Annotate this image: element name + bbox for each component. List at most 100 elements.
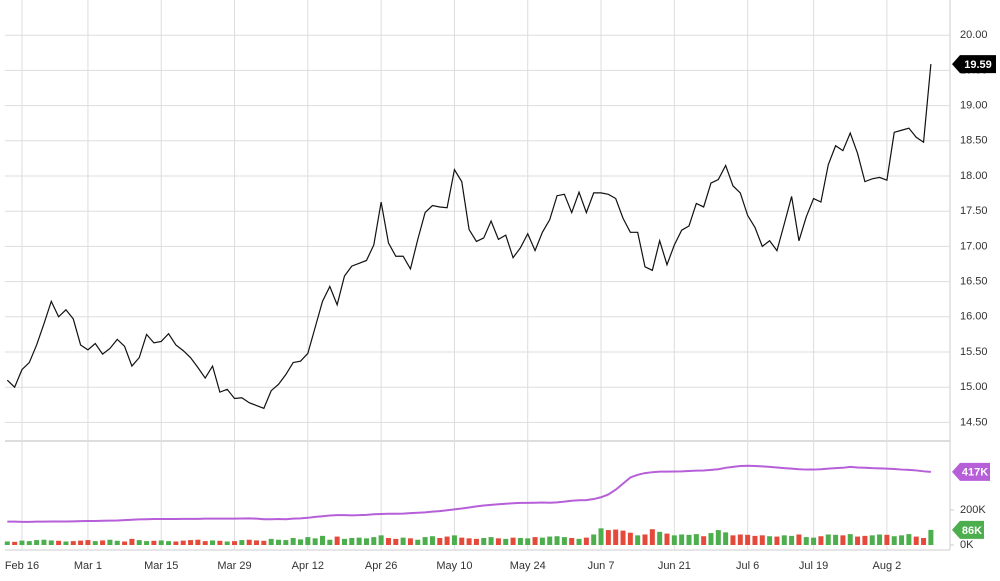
- volume-bar: [26, 541, 32, 545]
- volume-bar: [34, 540, 40, 545]
- volume-bar: [202, 541, 208, 545]
- volume-bar: [539, 537, 545, 545]
- volume-bar: [620, 530, 626, 545]
- y-tick-label: 16.00: [960, 311, 988, 323]
- volume-bar: [811, 537, 817, 545]
- volume-bar: [554, 536, 560, 545]
- volume-bar: [510, 537, 516, 545]
- y-tick-label: 15.50: [960, 346, 988, 358]
- value-tag-label: 417K: [962, 467, 988, 479]
- volume-bar: [283, 540, 289, 545]
- volume-bar: [906, 534, 912, 545]
- value-tag-label: 86K: [962, 525, 982, 537]
- y-tick-label: 17.00: [960, 240, 988, 252]
- volume-average-line: [7, 464, 931, 523]
- x-tick-label: Aug 2: [873, 560, 902, 572]
- volume-bar: [166, 541, 172, 545]
- value-tag: [952, 462, 990, 481]
- volume-bar: [407, 538, 413, 545]
- volume-bar: [334, 536, 340, 545]
- volume-bar: [671, 535, 677, 545]
- x-tick-label: Mar 1: [74, 560, 102, 572]
- volume-bar: [319, 535, 325, 545]
- volume-bar: [305, 537, 311, 545]
- volume-bar: [56, 540, 62, 545]
- volume-bar: [144, 541, 150, 545]
- x-tick-label: Jul 19: [799, 560, 828, 572]
- volume-bar: [400, 537, 406, 545]
- volume-bar: [4, 541, 10, 545]
- volume-bar: [752, 535, 758, 545]
- volume-bar: [210, 540, 216, 545]
- volume-bar: [268, 538, 274, 545]
- volume-bar: [136, 540, 142, 545]
- y-tick-label: 0K: [960, 539, 974, 551]
- volume-bar: [884, 534, 890, 545]
- volume-bar: [488, 537, 494, 545]
- volume-bar: [803, 537, 809, 545]
- y-tick-label: 14.50: [960, 416, 988, 428]
- volume-bar: [921, 537, 927, 545]
- volume-bar: [730, 535, 736, 545]
- volume-bar: [723, 532, 729, 545]
- volume-bar: [459, 537, 465, 545]
- volume-bar: [891, 536, 897, 545]
- volume-bar: [833, 534, 839, 545]
- volume-bar: [341, 538, 347, 545]
- y-tick-label: 16.50: [960, 276, 988, 288]
- volume-bar: [415, 539, 421, 545]
- y-tick-label: 20.00: [960, 29, 988, 41]
- volume-bar: [869, 535, 875, 545]
- volume-bar: [569, 537, 575, 545]
- volume-bar: [591, 534, 597, 545]
- volume-bar: [298, 539, 303, 545]
- volume-bar: [444, 536, 450, 545]
- volume-bar: [312, 538, 318, 545]
- volume-bar: [627, 532, 633, 545]
- volume-bar: [129, 538, 135, 545]
- volume-bar: [605, 530, 611, 545]
- volume-bar: [63, 541, 69, 545]
- volume-bar: [781, 535, 787, 545]
- value-tag-label: 19.59: [964, 59, 992, 71]
- volume-bar: [158, 540, 164, 545]
- volume-bar: [818, 536, 824, 545]
- x-tick-label: Jul 6: [736, 560, 759, 572]
- volume-bar: [393, 538, 399, 545]
- volume-bar: [840, 535, 846, 545]
- volume-bar: [41, 539, 47, 545]
- volume-bar: [195, 539, 201, 545]
- volume-bar: [686, 534, 692, 545]
- volume-bar: [767, 536, 773, 545]
- volume-bar: [481, 537, 487, 545]
- volume-bar: [525, 538, 531, 545]
- volume-bar: [635, 535, 641, 545]
- volume-bar: [715, 530, 721, 545]
- volume-bar: [180, 540, 186, 545]
- volume-bar: [78, 540, 84, 545]
- volume-bar: [92, 541, 98, 545]
- volume-bar: [503, 538, 509, 545]
- volume-bar: [789, 535, 795, 545]
- volume-bar: [349, 537, 355, 545]
- value-tag: [952, 55, 996, 74]
- y-tick-label: 18.50: [960, 135, 988, 147]
- volume-bar: [378, 535, 384, 545]
- volume-bar: [913, 536, 919, 545]
- volume-bar: [385, 537, 391, 545]
- y-tick-label: 200K: [960, 504, 986, 516]
- volume-bar: [224, 541, 230, 545]
- volume-bar: [107, 539, 113, 545]
- volume-bar: [774, 536, 780, 545]
- volume-bar: [737, 534, 743, 545]
- x-tick-label: Apr 12: [292, 560, 324, 572]
- volume-bar: [276, 539, 282, 545]
- volume-bar: [679, 534, 685, 545]
- volume-bar: [708, 533, 714, 545]
- volume-bar: [429, 536, 435, 545]
- volume-bar: [532, 537, 538, 545]
- volume-bar: [745, 534, 751, 545]
- volume-bar: [613, 529, 619, 545]
- volume-bar: [371, 537, 377, 545]
